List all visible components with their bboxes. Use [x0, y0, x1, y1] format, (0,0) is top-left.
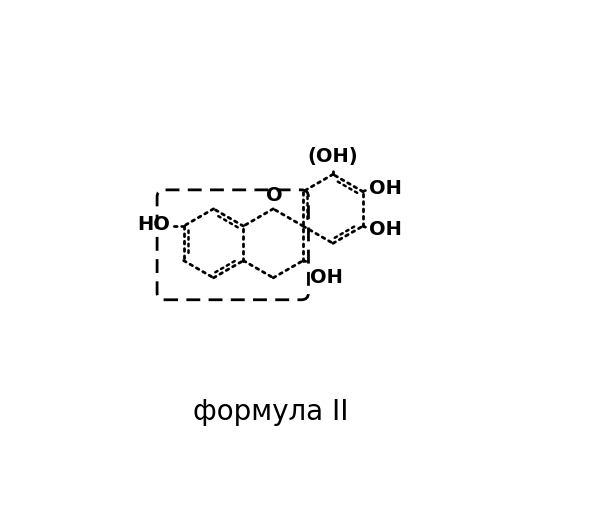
Text: OH: OH — [369, 220, 402, 239]
Text: OH: OH — [310, 268, 343, 287]
Text: (OH): (OH) — [307, 147, 358, 166]
Text: OH: OH — [369, 179, 402, 198]
Text: O: O — [266, 186, 282, 205]
Text: HO: HO — [137, 215, 170, 234]
Text: формула II: формула II — [193, 398, 348, 426]
